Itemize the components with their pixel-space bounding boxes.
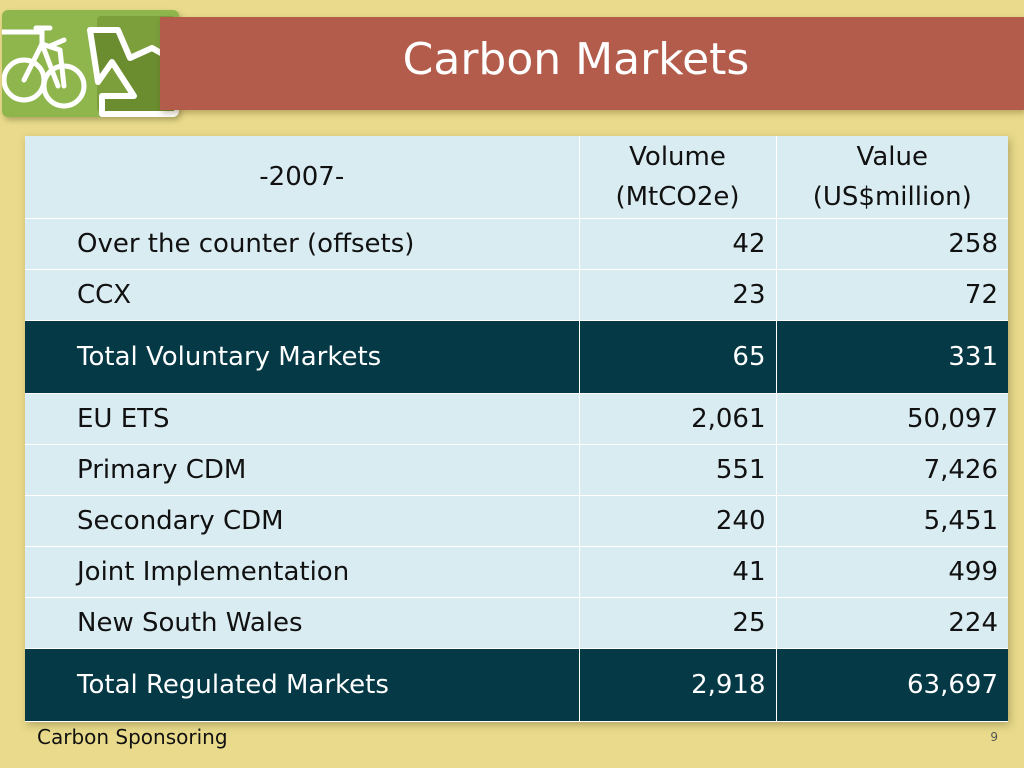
page-title: Carbon Markets bbox=[402, 33, 750, 85]
header-year-label: -2007- bbox=[259, 162, 345, 192]
row-value: 499 bbox=[776, 546, 1008, 598]
table-row: EU ETS 2,061 50,097 bbox=[25, 393, 1008, 445]
page-number: 9 bbox=[990, 730, 998, 744]
header-volume: Volume (MtCO2e) bbox=[579, 136, 777, 219]
table-row: Secondary CDM 240 5,451 bbox=[25, 495, 1008, 547]
row-volume: 240 bbox=[579, 495, 777, 547]
row-volume: 551 bbox=[579, 444, 777, 496]
row-volume: 65 bbox=[579, 320, 777, 394]
header-year: -2007- bbox=[25, 136, 580, 219]
row-value: 63,697 bbox=[776, 648, 1008, 722]
row-name: Primary CDM bbox=[25, 444, 580, 496]
title-bar: Carbon Markets bbox=[160, 17, 1024, 110]
table-total-row: Total Voluntary Markets 65 331 bbox=[25, 320, 1008, 394]
footer-text: Carbon Sponsoring bbox=[37, 725, 228, 749]
table-row: Primary CDM 551 7,426 bbox=[25, 444, 1008, 496]
row-value: 258 bbox=[776, 218, 1008, 270]
table-row: New South Wales 25 224 bbox=[25, 597, 1008, 649]
table-header-row: -2007- Volume (MtCO2e) Value (US$million… bbox=[25, 136, 1008, 219]
header-value-line2: (US$million) bbox=[812, 182, 972, 212]
row-volume: 42 bbox=[579, 218, 777, 270]
row-name: Total Voluntary Markets bbox=[25, 320, 580, 394]
row-volume: 2,918 bbox=[579, 648, 777, 722]
row-name: Secondary CDM bbox=[25, 495, 580, 547]
table-row: Over the counter (offsets) 42 258 bbox=[25, 218, 1008, 270]
row-value: 7,426 bbox=[776, 444, 1008, 496]
bicycle-and-sofa-logo-icon bbox=[2, 16, 179, 117]
table-row: Joint Implementation 41 499 bbox=[25, 546, 1008, 598]
row-volume: 2,061 bbox=[579, 393, 777, 445]
carbon-markets-table: -2007- Volume (MtCO2e) Value (US$million… bbox=[25, 136, 1008, 722]
row-name: Joint Implementation bbox=[25, 546, 580, 598]
header-volume-line2: (MtCO2e) bbox=[615, 182, 740, 212]
row-value: 72 bbox=[776, 269, 1008, 321]
row-value: 50,097 bbox=[776, 393, 1008, 445]
row-value: 5,451 bbox=[776, 495, 1008, 547]
row-volume: 41 bbox=[579, 546, 777, 598]
header-value-line1: Value bbox=[856, 142, 928, 172]
table-total-row: Total Regulated Markets 2,918 63,697 bbox=[25, 648, 1008, 722]
row-name: EU ETS bbox=[25, 393, 580, 445]
row-value: 331 bbox=[776, 320, 1008, 394]
row-name: New South Wales bbox=[25, 597, 580, 649]
row-name: Total Regulated Markets bbox=[25, 648, 580, 722]
row-volume: 25 bbox=[579, 597, 777, 649]
table-row: CCX 23 72 bbox=[25, 269, 1008, 321]
logo bbox=[2, 10, 179, 117]
row-volume: 23 bbox=[579, 269, 777, 321]
header-value: Value (US$million) bbox=[776, 136, 1008, 219]
row-name: Over the counter (offsets) bbox=[25, 218, 580, 270]
header-volume-line1: Volume bbox=[629, 142, 726, 172]
row-name: CCX bbox=[25, 269, 580, 321]
row-value: 224 bbox=[776, 597, 1008, 649]
